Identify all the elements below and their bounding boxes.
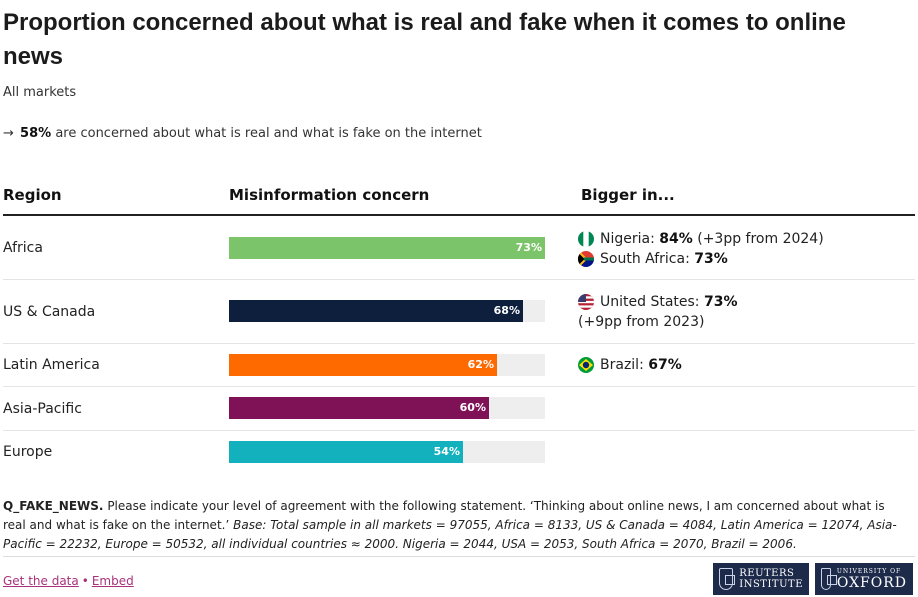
row-divider: [3, 430, 915, 431]
footer-divider: [3, 556, 915, 557]
get-data-link[interactable]: Get the data: [3, 574, 79, 588]
subtitle: All markets: [3, 85, 77, 100]
row-divider: [3, 386, 915, 387]
nigeria-flag: [578, 231, 594, 247]
region-label: Latin America: [3, 357, 100, 373]
headline-value: 58%: [20, 126, 52, 141]
bar-value-label: 68%: [493, 304, 520, 317]
region-label: Asia-Pacific: [3, 401, 82, 417]
bar: 68%: [229, 300, 523, 322]
bigger-in-line: Nigeria: 84% (+3pp from 2024): [578, 229, 824, 249]
oxford-crest-icon: [821, 568, 837, 590]
bigger-in-line: (+9pp from 2023): [578, 314, 705, 330]
bigger-in-africa: Nigeria: 84% (+3pp from 2024) South Afri…: [578, 229, 824, 269]
question-text: Please indicate your level of agreement …: [3, 499, 885, 532]
footer-links: Get the data • Embed: [3, 574, 134, 588]
bar-track: 73%: [229, 237, 545, 259]
bar-track: 62%: [229, 354, 545, 376]
page-title: Proportion concerned about what is real …: [3, 9, 846, 70]
region-label: US & Canada: [3, 304, 96, 320]
bar-track: 68%: [229, 300, 545, 322]
headline-text: are concerned about what is real and wha…: [55, 126, 482, 141]
region-label: Africa: [3, 240, 43, 256]
reuters-institute-logo[interactable]: REUTERS INSTITUTE: [713, 563, 809, 595]
row-divider: [3, 343, 915, 344]
header-divider: [3, 214, 915, 216]
base-text: Base: Total sample in all markets = 9705…: [3, 518, 897, 551]
bar: 54%: [229, 441, 463, 463]
region-label: Europe: [3, 444, 53, 460]
bar-track: 60%: [229, 397, 545, 419]
headline-stat: → 58% are concerned about what is real a…: [3, 126, 482, 141]
question-code: Q_FAKE_NEWS.: [3, 499, 104, 513]
question-note: Q_FAKE_NEWS. Please indicate your level …: [3, 497, 908, 554]
footer-separator: •: [81, 574, 89, 588]
bar-value-label: 73%: [515, 241, 542, 254]
oxford-logo[interactable]: UNIVERSITY OF OXFORD: [815, 563, 913, 595]
bar-value-label: 62%: [467, 358, 494, 371]
bigger-in-line: United States: 73%: [578, 292, 738, 312]
reuters-crest-icon: [719, 568, 736, 590]
bigger-in-line: South Africa: 73%: [578, 249, 824, 269]
south-africa-flag: [578, 251, 594, 267]
embed-link[interactable]: Embed: [91, 574, 134, 588]
column-header-concern: Misinformation concern: [229, 186, 430, 204]
column-header-region: Region: [3, 186, 62, 204]
bigger-in-us-canada: United States: 73% (+9pp from 2023): [578, 292, 738, 332]
row-divider: [3, 279, 915, 280]
bar: 73%: [229, 237, 545, 259]
bar-track: 54%: [229, 441, 545, 463]
bar-value-label: 60%: [459, 401, 486, 414]
bar: 60%: [229, 397, 489, 419]
brazil-flag: [578, 357, 594, 373]
bar-value-label: 54%: [433, 445, 460, 458]
arrow-icon: →: [3, 126, 14, 141]
bigger-in-latin-america: Brazil: 67%: [578, 355, 682, 375]
united-states-flag: [578, 294, 594, 310]
bar: 62%: [229, 354, 497, 376]
bigger-in-line: Brazil: 67%: [578, 355, 682, 375]
column-header-bigger-in: Bigger in...: [581, 186, 675, 204]
